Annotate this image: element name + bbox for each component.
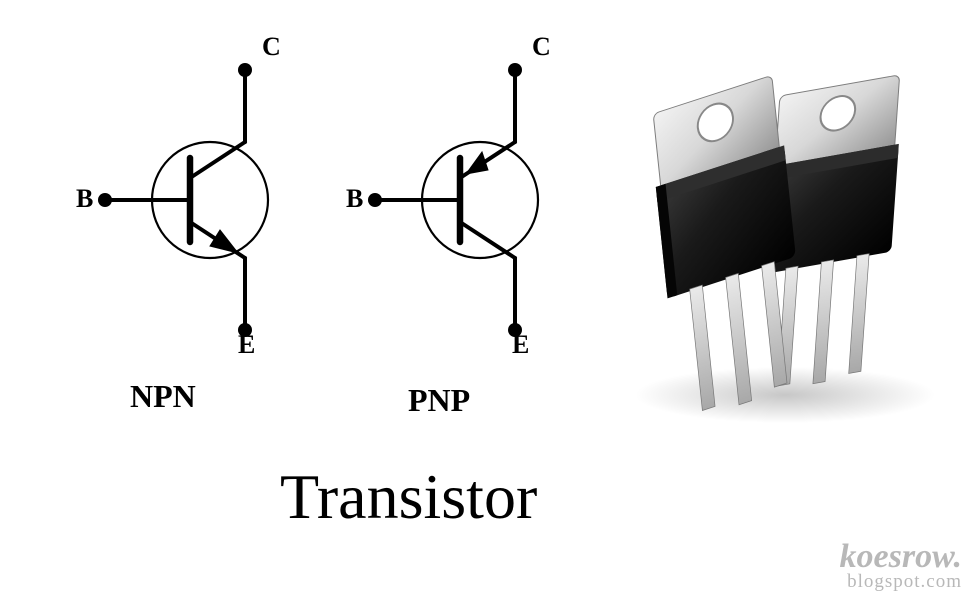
pnp-base-label: B <box>346 184 363 214</box>
watermark-name: koesrow. <box>840 542 962 573</box>
pnp-symbol <box>330 30 590 370</box>
pnp-type-label: PNP <box>408 382 470 419</box>
watermark: koesrow. blogspot.com <box>840 542 962 590</box>
page-title: Transistor <box>280 460 537 534</box>
npn-collector-label: C <box>262 32 281 62</box>
pnp-collector-label: C <box>532 32 551 62</box>
npn-symbol <box>60 30 320 370</box>
npn-base-label: B <box>76 184 93 214</box>
watermark-sub: blogspot.com <box>840 573 962 590</box>
transistor-package-illustration <box>610 60 970 440</box>
npn-emitter-label: E <box>238 330 255 360</box>
diagram-canvas: C B E NPN C B E PNP <box>0 0 980 600</box>
pnp-emitter-label: E <box>512 330 529 360</box>
npn-type-label: NPN <box>130 378 196 415</box>
